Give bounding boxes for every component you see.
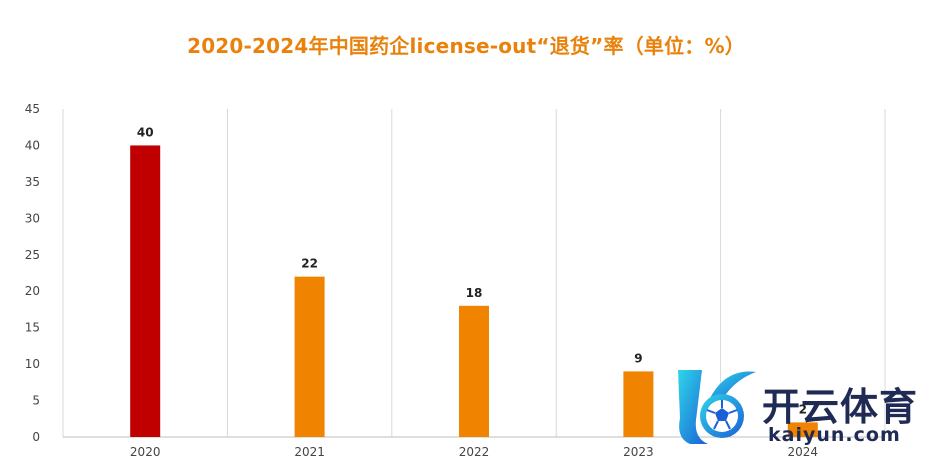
- y-tick-label: 15: [25, 321, 40, 335]
- bar: [459, 305, 489, 437]
- watermark-text-cn: 开云体育: [762, 385, 919, 429]
- chart-title: 2020-2024年中国药企license-out“退货”率（单位：%）: [187, 34, 745, 58]
- y-tick-label: 40: [25, 138, 40, 152]
- y-tick-label: 10: [25, 357, 40, 371]
- y-tick-label: 0: [32, 430, 40, 444]
- data-label: 2: [799, 402, 807, 416]
- x-tick-label: 2023: [623, 445, 654, 459]
- y-tick-label: 35: [25, 175, 40, 189]
- data-label: 40: [137, 125, 154, 139]
- x-tick-label: 2022: [459, 445, 490, 459]
- bar: [787, 422, 818, 437]
- y-tick-label: 45: [25, 102, 40, 116]
- x-tick-label: 2020: [130, 445, 161, 459]
- y-tick-label: 30: [25, 211, 40, 225]
- bar: [130, 145, 161, 437]
- y-tick-label: 25: [25, 248, 40, 262]
- x-tick-label: 2024: [788, 445, 819, 459]
- k-soccer-ball-logo-icon: [678, 370, 756, 444]
- y-tick-label: 5: [32, 394, 40, 408]
- bar: [294, 276, 325, 437]
- data-label: 18: [466, 286, 483, 300]
- watermark-text-en: kaiyun.com: [768, 424, 901, 446]
- watermark: 开云体育 kaiyun.com: [672, 358, 932, 458]
- bar: [623, 371, 654, 437]
- data-label: 22: [301, 257, 318, 271]
- x-tick-label: 2021: [294, 445, 325, 459]
- data-label: 9: [634, 351, 642, 365]
- y-tick-label: 20: [25, 284, 40, 298]
